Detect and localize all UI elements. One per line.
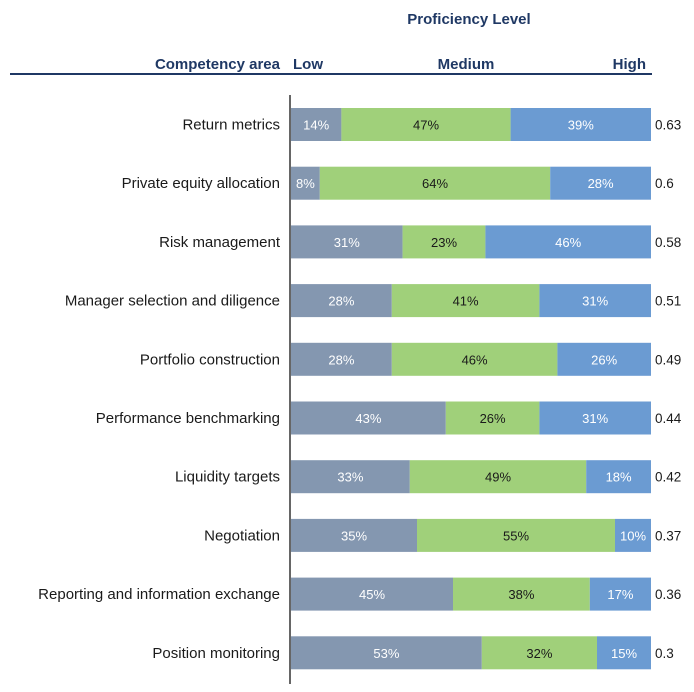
data-label: 41% xyxy=(453,294,479,309)
bar-segment-high xyxy=(485,225,651,259)
data-label: 17% xyxy=(607,587,633,602)
bar-segment-medium xyxy=(341,108,511,141)
data-label: 53% xyxy=(373,646,399,661)
score-label: 0.49 xyxy=(655,352,681,367)
score-label: 0.6 xyxy=(655,176,674,191)
chart-title: Proficiency Level xyxy=(407,11,530,28)
data-label: 46% xyxy=(462,352,488,367)
score-label: 0.51 xyxy=(655,294,681,309)
bar-segment-high xyxy=(586,460,651,494)
bar-segment-low xyxy=(291,342,392,376)
category-label: Portfolio construction xyxy=(140,351,280,368)
bar-segment-low xyxy=(291,225,403,259)
data-label: 18% xyxy=(606,470,632,485)
category-label: Negotiation xyxy=(204,527,280,544)
bar-segment-medium xyxy=(417,518,615,552)
bar-segment-low xyxy=(291,284,392,318)
score-label: 0.63 xyxy=(655,118,681,133)
bar-segment-medium xyxy=(402,225,486,259)
bar-segment-low xyxy=(291,460,410,494)
category-label: Reporting and information exchange xyxy=(38,586,280,603)
bar-segment-high xyxy=(550,166,651,200)
data-label: 28% xyxy=(328,352,354,367)
data-label: 64% xyxy=(422,176,448,191)
data-label: 28% xyxy=(588,176,614,191)
data-label: 31% xyxy=(334,235,360,250)
category-label: Position monitoring xyxy=(152,645,280,662)
bar-segment-high xyxy=(510,108,651,141)
bar-segment-low xyxy=(291,636,482,670)
category-label: Private equity allocation xyxy=(122,175,280,192)
bar-segment-low xyxy=(291,518,417,552)
level-header-high: High xyxy=(613,56,646,73)
bar-segment-high xyxy=(539,284,651,318)
data-label: 26% xyxy=(591,352,617,367)
bar-segment-medium xyxy=(391,284,540,318)
level-header-medium: Medium xyxy=(438,56,495,73)
data-label: 35% xyxy=(341,528,367,543)
category-label: Performance benchmarking xyxy=(96,410,280,427)
data-label: 14% xyxy=(303,118,329,133)
data-label: 8% xyxy=(296,176,315,191)
data-label: 55% xyxy=(503,528,529,543)
data-label: 45% xyxy=(359,587,385,602)
data-label: 28% xyxy=(328,294,354,309)
bar-segment-medium xyxy=(391,342,558,376)
bar-segment-medium xyxy=(481,636,597,670)
category-label: Return metrics xyxy=(182,117,280,134)
bar-segment-medium xyxy=(445,401,540,435)
score-label: 0.36 xyxy=(655,587,681,602)
data-label: 38% xyxy=(508,587,534,602)
bar-segment-low xyxy=(291,577,453,611)
bar-segment-high xyxy=(589,577,651,611)
data-label: 39% xyxy=(568,118,594,133)
bar-segment-low xyxy=(291,401,446,435)
data-label: 43% xyxy=(355,411,381,426)
score-label: 0.42 xyxy=(655,470,681,485)
bar-segment-medium xyxy=(409,460,587,494)
bar-segment-high xyxy=(615,518,651,552)
data-label: 33% xyxy=(337,470,363,485)
data-label: 10% xyxy=(620,528,646,543)
bar-segment-low xyxy=(291,108,342,141)
category-label: Liquidity targets xyxy=(175,469,280,486)
data-label: 23% xyxy=(431,235,457,250)
data-label: 26% xyxy=(480,411,506,426)
data-label: 31% xyxy=(582,411,608,426)
bar-segment-high xyxy=(557,342,651,376)
score-label: 0.44 xyxy=(655,411,682,426)
data-label: 32% xyxy=(526,646,552,661)
category-label: Risk management xyxy=(159,234,281,251)
data-label: 15% xyxy=(611,646,637,661)
bar-rows: Return metrics 14% 47% 39% 0.63 Private equit… xyxy=(38,108,682,670)
score-label: 0.37 xyxy=(655,528,681,543)
data-label: 47% xyxy=(413,118,439,133)
category-label: Manager selection and diligence xyxy=(65,293,280,310)
bar-segment-low xyxy=(291,166,320,200)
bar-segment-high xyxy=(597,636,651,670)
data-label: 31% xyxy=(582,294,608,309)
bar-segment-medium xyxy=(453,577,590,611)
data-label: 46% xyxy=(555,235,581,250)
bar-segment-high xyxy=(539,401,651,435)
score-label: 0.58 xyxy=(655,235,681,250)
level-header-low: Low xyxy=(293,56,323,73)
score-label: 0.3 xyxy=(655,646,674,661)
bar-segment-medium xyxy=(319,166,551,200)
category-header: Competency area xyxy=(155,56,281,73)
data-label: 49% xyxy=(485,470,511,485)
